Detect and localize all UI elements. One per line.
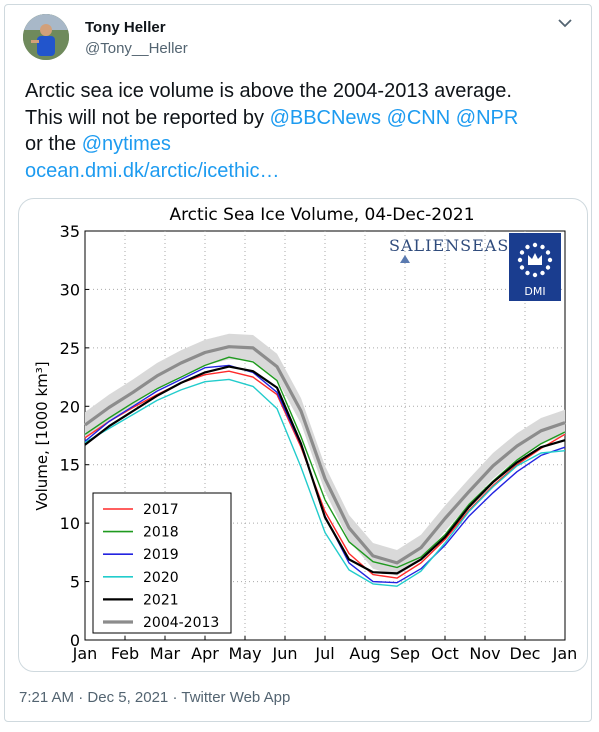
x-tick-label: Sep xyxy=(390,644,420,663)
series-lines xyxy=(84,345,566,587)
tweet-line-3: or the @nytimes xyxy=(25,131,585,158)
salienseas-drop-icon xyxy=(400,255,410,263)
chart-title: Arctic Sea Ice Volume, 04-Dec-2021 xyxy=(169,205,474,225)
dmi-star xyxy=(545,250,551,255)
y-tick-label: 20 xyxy=(60,397,80,416)
external-link[interactable]: ocean.dmi.dk/arctic/icethic… xyxy=(25,159,280,182)
mention-nytimes-link[interactable]: @nytimes xyxy=(81,133,171,155)
dmi-star xyxy=(517,257,523,263)
dmi-crown-icon xyxy=(517,242,553,278)
x-tick-label: Feb xyxy=(111,644,139,663)
mention-npr-link[interactable]: @NPR xyxy=(455,106,519,129)
y-tick-label: 25 xyxy=(60,339,80,358)
footer-separator: · xyxy=(78,689,84,706)
x-tick-label: Mar xyxy=(150,644,181,663)
tweet-line-2: This will not be reported by @BBCNews @C… xyxy=(25,105,585,132)
y-tick-label: 15 xyxy=(60,456,80,475)
x-tick-label: Jan xyxy=(72,644,98,663)
dmi-star xyxy=(532,242,538,248)
tweet-footer: 7:21 AM · Dec 5, 2021 · Twitter Web App xyxy=(19,689,290,706)
x-tick-label: Jun xyxy=(272,644,298,663)
dmi-star xyxy=(519,250,525,255)
x-tick-label: Oct xyxy=(431,644,459,663)
tweet-text-segment: This will not be reported by xyxy=(25,106,270,129)
more-options-icon[interactable] xyxy=(555,13,575,33)
dmi-logo-text: DMI xyxy=(524,285,545,298)
y-tick-label: 35 xyxy=(60,222,80,241)
salienseas-logo-text: SALIENSEAS xyxy=(389,236,509,255)
legend-box xyxy=(92,492,232,634)
average-band-area xyxy=(85,333,565,576)
average-range-band xyxy=(85,333,565,576)
legend-label-2021: 2021 xyxy=(143,592,179,608)
x-tick-label: Nov xyxy=(469,644,500,663)
footer-separator: · xyxy=(172,689,178,706)
axis-ticks: 0 5 10 15 20 25 30 35 Jan Feb Mar Apr May Jun Jul Aug Se… xyxy=(60,222,578,663)
y-axis-label: Volume, [1000 km³] xyxy=(33,361,51,510)
dmi-star xyxy=(525,244,530,250)
legend-label-2019: 2019 xyxy=(143,547,179,563)
x-tick-label: May xyxy=(228,644,261,663)
author-name[interactable]: Tony Heller xyxy=(85,19,166,36)
author-handle[interactable]: @Tony__Heller xyxy=(85,40,188,57)
dmi-star xyxy=(547,257,553,263)
x-tick-label: Dec xyxy=(510,644,541,663)
x-tick-label: Jul xyxy=(314,644,334,663)
dmi-logo: DMI xyxy=(509,233,561,301)
dmi-star xyxy=(540,244,545,250)
series-line-2021 xyxy=(84,365,566,575)
dmi-star xyxy=(540,270,545,276)
y-tick-label: 30 xyxy=(60,280,80,299)
sea-ice-volume-chart: Arctic Sea Ice Volume, 04-Dec-2021 Volum… xyxy=(33,205,578,663)
dmi-star xyxy=(532,272,538,278)
series-line-2020 xyxy=(84,378,566,587)
dmi-star xyxy=(525,270,530,276)
avatar[interactable] xyxy=(23,14,69,60)
tweet-text-segment: or the xyxy=(25,133,82,155)
x-tick-label: Aug xyxy=(349,644,380,663)
y-tick-label: 10 xyxy=(60,514,80,533)
tweet-text: Arctic sea ice volume is above the 2004-… xyxy=(25,78,585,184)
y-tick-label: 5 xyxy=(70,573,80,592)
dmi-star xyxy=(519,265,525,270)
legend-label-2004-2013: 2004-2013 xyxy=(143,615,219,631)
dmi-crown-shape xyxy=(528,253,542,265)
mention-bbcnews-link[interactable]: @BBCNews xyxy=(269,106,381,129)
x-tick-label: Jan xyxy=(552,644,578,663)
tweet-time[interactable]: 7:21 AM xyxy=(19,689,75,706)
chart-image[interactable]: Arctic Sea Ice Volume, 04-Dec-2021 Volum… xyxy=(18,198,588,672)
series-line-2004-2013 xyxy=(84,345,566,565)
tweet-line-1: Arctic sea ice volume is above the 2004-… xyxy=(25,80,512,102)
x-tick-label: Apr xyxy=(191,644,219,663)
tweet-line-4: ocean.dmi.dk/arctic/icethic… xyxy=(25,158,585,185)
legend-label-2020: 2020 xyxy=(143,570,179,586)
dmi-star xyxy=(545,265,551,270)
legend-label-2018: 2018 xyxy=(143,525,179,541)
chart-legend: 2017 2018 2019 2020 2021 2004-2013 xyxy=(92,492,232,634)
legend-label-2017: 2017 xyxy=(143,502,179,518)
tweet-date[interactable]: Dec 5, 2021 xyxy=(87,689,169,706)
y-tick-label: 0 xyxy=(70,631,80,650)
mention-cnn-link[interactable]: @CNN xyxy=(386,106,451,129)
tweet-source[interactable]: Twitter Web App xyxy=(181,689,291,706)
salienseas-logo: SALIENSEAS xyxy=(389,236,509,263)
